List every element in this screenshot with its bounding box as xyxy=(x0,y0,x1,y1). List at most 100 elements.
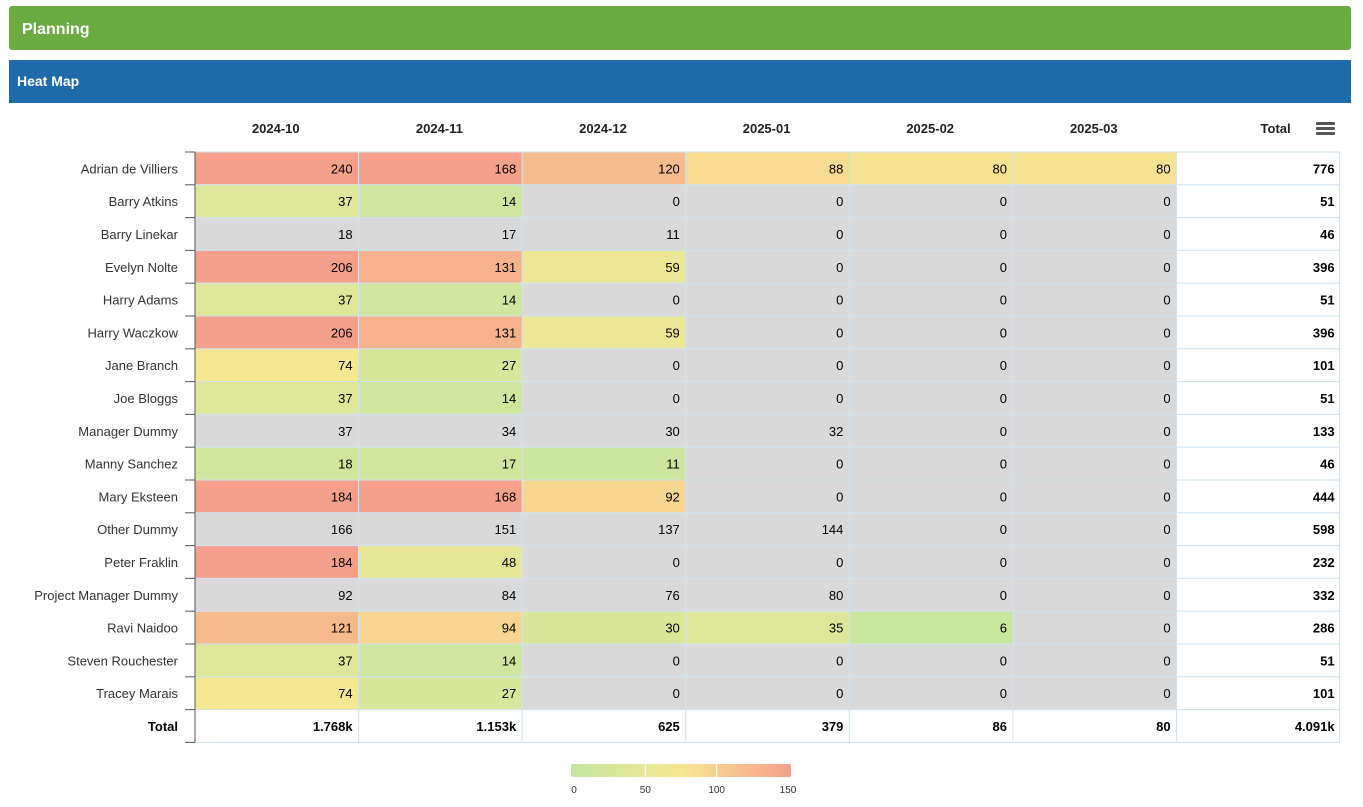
column-total-cell xyxy=(848,709,1014,743)
row-label: Mary Eksteen xyxy=(99,489,178,504)
column-total-cell xyxy=(194,709,360,743)
row-label: Barry Atkins xyxy=(109,194,179,209)
heatmap-cell xyxy=(685,348,850,383)
row-total-label: 332 xyxy=(1313,588,1335,603)
cell-value-label: 0 xyxy=(1163,555,1170,570)
heatmap-cell xyxy=(685,249,850,284)
row-total-cell xyxy=(1176,577,1341,612)
cell-value-label: 30 xyxy=(665,621,679,636)
heatmap-cell xyxy=(521,315,687,350)
column-header-label: 2024-12 xyxy=(579,121,627,136)
heatmap-cell xyxy=(1012,348,1178,383)
cell-value-label: 0 xyxy=(1163,194,1170,209)
column-total-cell xyxy=(521,709,687,743)
row-label: Tracey Marais xyxy=(96,686,178,701)
heatmap-cell xyxy=(358,512,523,547)
heatmap-cell xyxy=(521,151,687,186)
cell-value-label: 6 xyxy=(1000,621,1007,636)
cell-value-label: 0 xyxy=(1000,293,1007,308)
cell-value-label: 35 xyxy=(829,621,843,636)
cell-value-label: 0 xyxy=(1000,522,1007,537)
cell-value-label: 0 xyxy=(673,653,680,668)
row-label: Manager Dummy xyxy=(78,424,178,439)
cell-value-label: 76 xyxy=(665,588,679,603)
heatmap-cell xyxy=(194,610,360,645)
cell-value-label: 14 xyxy=(502,194,516,209)
row-total-cell xyxy=(1176,184,1341,219)
heatmap-cell xyxy=(685,217,850,251)
cell-value-label: 0 xyxy=(1000,686,1007,701)
hamburger-menu-icon[interactable] xyxy=(1316,122,1335,136)
heatmap-cell xyxy=(1012,413,1178,448)
cell-value-label: 0 xyxy=(1000,260,1007,275)
cell-value-label: 80 xyxy=(993,161,1007,176)
heatmap-cell xyxy=(1012,249,1178,284)
row-total-label: 396 xyxy=(1313,260,1335,275)
column-total-cell xyxy=(358,709,523,743)
row-total-label: 598 xyxy=(1313,522,1335,537)
cell-value-label: 0 xyxy=(836,260,843,275)
heatmap-cell xyxy=(848,676,1014,711)
row-total-cell xyxy=(1176,249,1341,284)
cell-value-label: 0 xyxy=(836,686,843,701)
cell-value-label: 0 xyxy=(1163,686,1170,701)
cell-value-label: 0 xyxy=(1163,391,1170,406)
heatmap-cell xyxy=(685,413,850,448)
cell-value-label: 184 xyxy=(331,555,353,570)
heatmap-cell xyxy=(194,217,360,251)
column-total-label: 80 xyxy=(1156,719,1170,734)
cell-value-label: 92 xyxy=(338,588,352,603)
heatmap-cell xyxy=(848,413,1014,448)
heatmap-cell xyxy=(358,151,523,186)
row-total-cell xyxy=(1176,315,1341,350)
heatmap-cell xyxy=(685,282,850,317)
cell-value-label: 80 xyxy=(1156,161,1170,176)
cell-value-label: 74 xyxy=(338,686,352,701)
cell-value-label: 37 xyxy=(338,391,352,406)
row-label: Joe Bloggs xyxy=(114,391,179,406)
cell-value-label: 18 xyxy=(338,227,352,242)
row-label: Project Manager Dummy xyxy=(34,588,178,603)
heatmap-cell xyxy=(848,151,1014,186)
heatmap-cell xyxy=(521,512,687,547)
cell-value-label: 74 xyxy=(338,358,352,373)
cell-value-label: 0 xyxy=(673,358,680,373)
row-label: Other Dummy xyxy=(97,522,178,537)
heatmap-title: Heat Map xyxy=(17,73,80,89)
heatmap-cell xyxy=(521,643,687,678)
cell-value-label: 11 xyxy=(666,457,680,472)
row-total-label: 51 xyxy=(1320,194,1334,209)
row-label: Jane Branch xyxy=(105,358,178,373)
heatmap-cell xyxy=(358,610,523,645)
cell-value-label: 17 xyxy=(502,457,516,472)
cell-value-label: 59 xyxy=(665,260,679,275)
heatmap-cell xyxy=(1012,446,1178,481)
cell-value-label: 14 xyxy=(502,653,516,668)
cell-value-label: 0 xyxy=(1163,424,1170,439)
cell-value-label: 0 xyxy=(836,653,843,668)
heatmap-cell xyxy=(848,315,1014,350)
cell-value-label: 0 xyxy=(1163,522,1170,537)
heatmap-cell xyxy=(1012,512,1178,547)
cell-value-label: 0 xyxy=(1163,489,1170,504)
heatmap-cell xyxy=(685,545,850,579)
cell-value-label: 0 xyxy=(1000,194,1007,209)
heatmap-cell xyxy=(194,381,360,415)
row-total-cell xyxy=(1176,381,1341,415)
heatmap-cell xyxy=(848,479,1014,514)
column-total-label: 1.153k xyxy=(476,719,517,734)
heatmap-cell xyxy=(194,676,360,711)
cell-value-label: 30 xyxy=(665,424,679,439)
row-label: Harry Waczkow xyxy=(87,325,178,340)
cell-value-label: 94 xyxy=(502,621,516,636)
column-header-label: 2025-02 xyxy=(906,121,954,136)
heatmap-cell xyxy=(685,512,850,547)
column-header-label: 2025-03 xyxy=(1070,121,1118,136)
cell-value-label: 0 xyxy=(1000,391,1007,406)
row-total-label: 444 xyxy=(1313,489,1335,504)
heatmap-cell xyxy=(358,479,523,514)
heatmap-cell xyxy=(848,577,1014,612)
cell-value-label: 144 xyxy=(822,522,844,537)
cell-value-label: 0 xyxy=(1163,260,1170,275)
heatmap-cell xyxy=(1012,577,1178,612)
